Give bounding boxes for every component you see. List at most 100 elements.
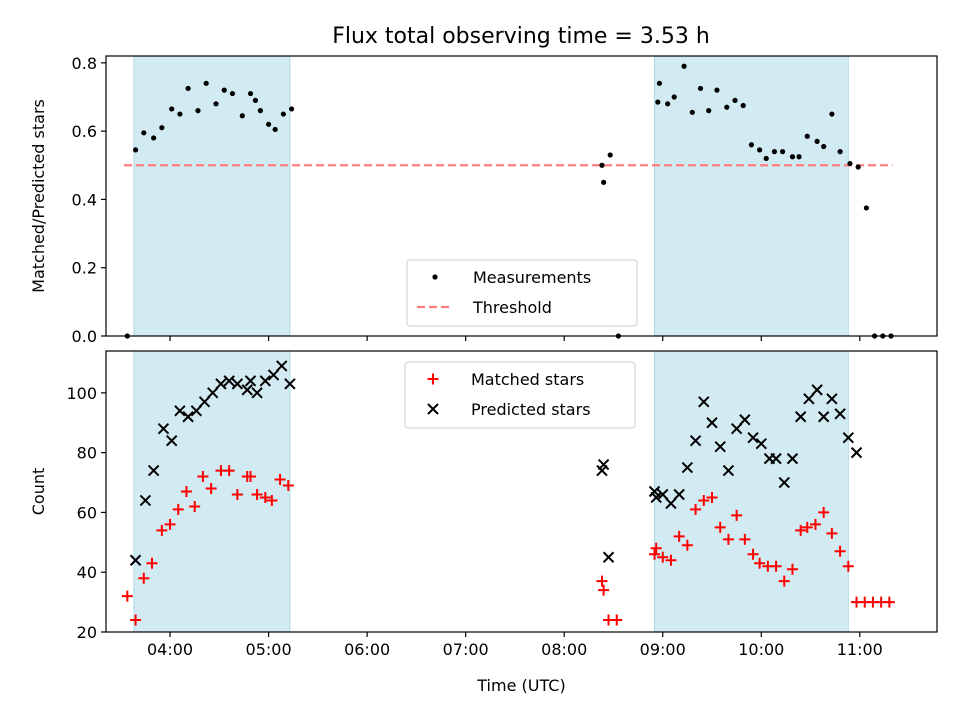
data-point bbox=[834, 545, 846, 557]
legend-label: Matched stars bbox=[471, 370, 584, 389]
data-point bbox=[778, 575, 790, 587]
data-point bbox=[842, 431, 855, 444]
data-point bbox=[656, 80, 663, 86]
data-point bbox=[266, 494, 278, 506]
data-point bbox=[288, 106, 295, 112]
data-point bbox=[272, 126, 278, 133]
data-point bbox=[817, 411, 830, 423]
data-point bbox=[724, 104, 730, 110]
shaded-interval bbox=[654, 55, 849, 337]
data-point bbox=[665, 101, 671, 107]
data-point bbox=[650, 542, 662, 554]
x-tick-label: 05:00 bbox=[246, 640, 292, 659]
data-point bbox=[757, 147, 763, 153]
data-point bbox=[748, 142, 755, 148]
data-point bbox=[282, 480, 294, 492]
data-point bbox=[714, 87, 720, 93]
legend-marker bbox=[432, 274, 438, 280]
data-point bbox=[829, 111, 835, 117]
data-point bbox=[740, 102, 746, 109]
data-point bbox=[267, 369, 280, 381]
y-tick-label: 0.4 bbox=[72, 190, 97, 209]
data-point bbox=[259, 491, 271, 503]
data-point bbox=[747, 548, 759, 560]
data-point bbox=[132, 147, 139, 153]
data-point bbox=[706, 108, 712, 114]
data-point bbox=[786, 563, 798, 575]
data-point bbox=[215, 378, 227, 390]
data-point bbox=[138, 572, 150, 584]
data-point bbox=[251, 387, 263, 399]
shaded-interval bbox=[133, 55, 291, 337]
legend: Matched stars Predicted stars bbox=[404, 361, 636, 429]
series-matched-stars bbox=[121, 465, 895, 626]
data-point bbox=[274, 474, 286, 486]
data-point bbox=[821, 143, 827, 150]
data-point bbox=[189, 500, 201, 512]
data-point bbox=[141, 130, 147, 136]
data-point bbox=[177, 111, 183, 117]
data-point bbox=[739, 533, 751, 545]
data-point bbox=[697, 85, 704, 92]
data-point bbox=[689, 434, 702, 447]
data-point bbox=[257, 108, 263, 114]
data-point bbox=[180, 486, 192, 497]
data-point bbox=[681, 461, 694, 474]
data-point bbox=[732, 97, 738, 103]
data-point bbox=[596, 575, 608, 587]
data-point bbox=[197, 471, 209, 483]
data-point bbox=[231, 378, 244, 390]
axes-frame bbox=[105, 350, 938, 633]
data-point bbox=[602, 551, 615, 563]
data-point bbox=[855, 164, 861, 170]
legend-label: Measurements bbox=[473, 268, 591, 287]
data-point bbox=[159, 125, 165, 131]
y-tick-label: 0.0 bbox=[72, 327, 97, 346]
x-axis-label: Time (UTC) bbox=[476, 676, 565, 695]
data-point bbox=[794, 411, 807, 423]
data-point bbox=[818, 506, 830, 518]
data-point bbox=[182, 411, 194, 423]
data-point bbox=[847, 160, 853, 167]
data-point bbox=[247, 90, 254, 97]
data-point bbox=[241, 384, 253, 396]
data-point bbox=[780, 149, 786, 155]
x-tick-label: 04:00 bbox=[147, 640, 193, 659]
data-point bbox=[673, 488, 685, 501]
data-point bbox=[803, 393, 815, 405]
data-point bbox=[770, 560, 782, 572]
data-point bbox=[650, 491, 662, 504]
data-point bbox=[190, 405, 203, 417]
data-point bbox=[601, 179, 607, 185]
x-tick-label: 10:00 bbox=[738, 640, 784, 659]
data-point bbox=[778, 476, 790, 489]
data-point bbox=[213, 101, 219, 107]
data-point bbox=[690, 503, 702, 515]
x-tick-label: 09:00 bbox=[640, 640, 686, 659]
data-point bbox=[804, 133, 810, 139]
x-tick-label: 06:00 bbox=[344, 640, 390, 659]
data-point bbox=[842, 560, 854, 572]
data-point bbox=[284, 378, 296, 390]
data-point bbox=[205, 483, 217, 495]
data-point bbox=[229, 90, 236, 97]
data-point bbox=[770, 452, 782, 465]
axes-frame bbox=[105, 55, 938, 337]
data-point bbox=[223, 375, 235, 387]
data-point bbox=[597, 458, 610, 471]
series-predicted-stars bbox=[129, 360, 863, 566]
legend-label: Threshold bbox=[472, 298, 552, 317]
data-point bbox=[611, 614, 623, 626]
y-tick-label: 80 bbox=[77, 444, 97, 463]
data-point bbox=[259, 375, 272, 387]
y-tick-label: 0.8 bbox=[72, 54, 97, 73]
data-point bbox=[786, 452, 799, 465]
data-point bbox=[599, 162, 605, 168]
y-tick-label: 0.2 bbox=[72, 259, 97, 278]
shaded-interval bbox=[654, 350, 849, 633]
legend-label: Predicted stars bbox=[471, 400, 591, 419]
data-point bbox=[244, 375, 257, 387]
y-axis-label: Count bbox=[29, 468, 48, 516]
data-point bbox=[809, 518, 821, 530]
data-point bbox=[698, 494, 710, 506]
